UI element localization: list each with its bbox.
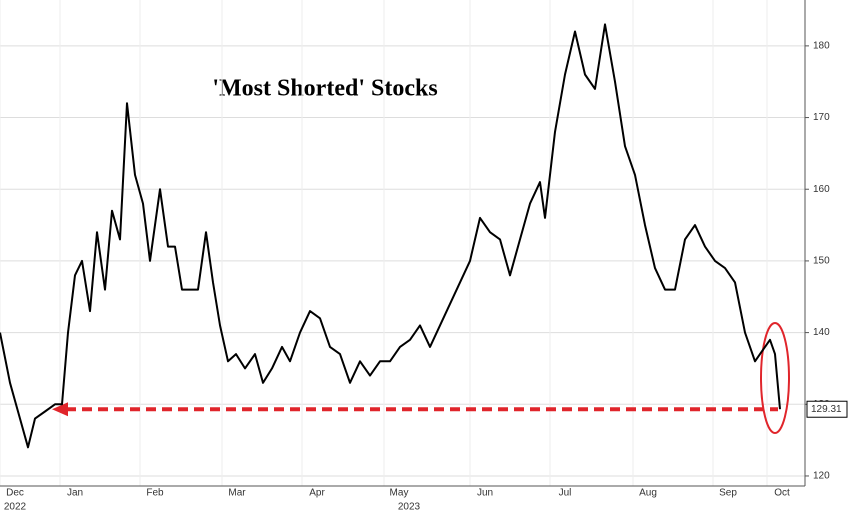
- x-tick-label: Dec: [6, 488, 24, 499]
- price-line: [0, 23, 781, 449]
- last-value-label: 129.31: [811, 404, 842, 415]
- plot-area: [0, 0, 805, 486]
- x-tick-label: May: [390, 488, 409, 499]
- x-tick-label: Jun: [477, 488, 493, 499]
- x-tick-label: Jul: [559, 488, 572, 499]
- y-tick-label: 140: [813, 327, 830, 338]
- highlight-circle: [760, 322, 790, 434]
- x-tick-label: Jan: [67, 488, 83, 499]
- y-tick-label: 150: [813, 256, 830, 267]
- y-tick-label: 160: [813, 184, 830, 195]
- year-label: 2022: [4, 502, 27, 513]
- x-tick-label: Apr: [309, 488, 325, 499]
- x-tick-label: Aug: [639, 488, 657, 499]
- x-tick-label: Oct: [774, 488, 790, 499]
- x-tick-label: Feb: [146, 488, 164, 499]
- chart-title: 'Most Shorted' Stocks: [212, 76, 437, 102]
- y-tick-label: 120: [813, 471, 830, 482]
- x-tick-label: Sep: [719, 488, 737, 499]
- x-tick-label: Mar: [228, 488, 246, 499]
- y-tick-label: 170: [813, 112, 830, 123]
- last-value-box: [806, 400, 848, 418]
- y-tick-label: 180: [813, 41, 830, 52]
- reference-arrow: [52, 402, 68, 417]
- year-label: 2023: [398, 502, 421, 513]
